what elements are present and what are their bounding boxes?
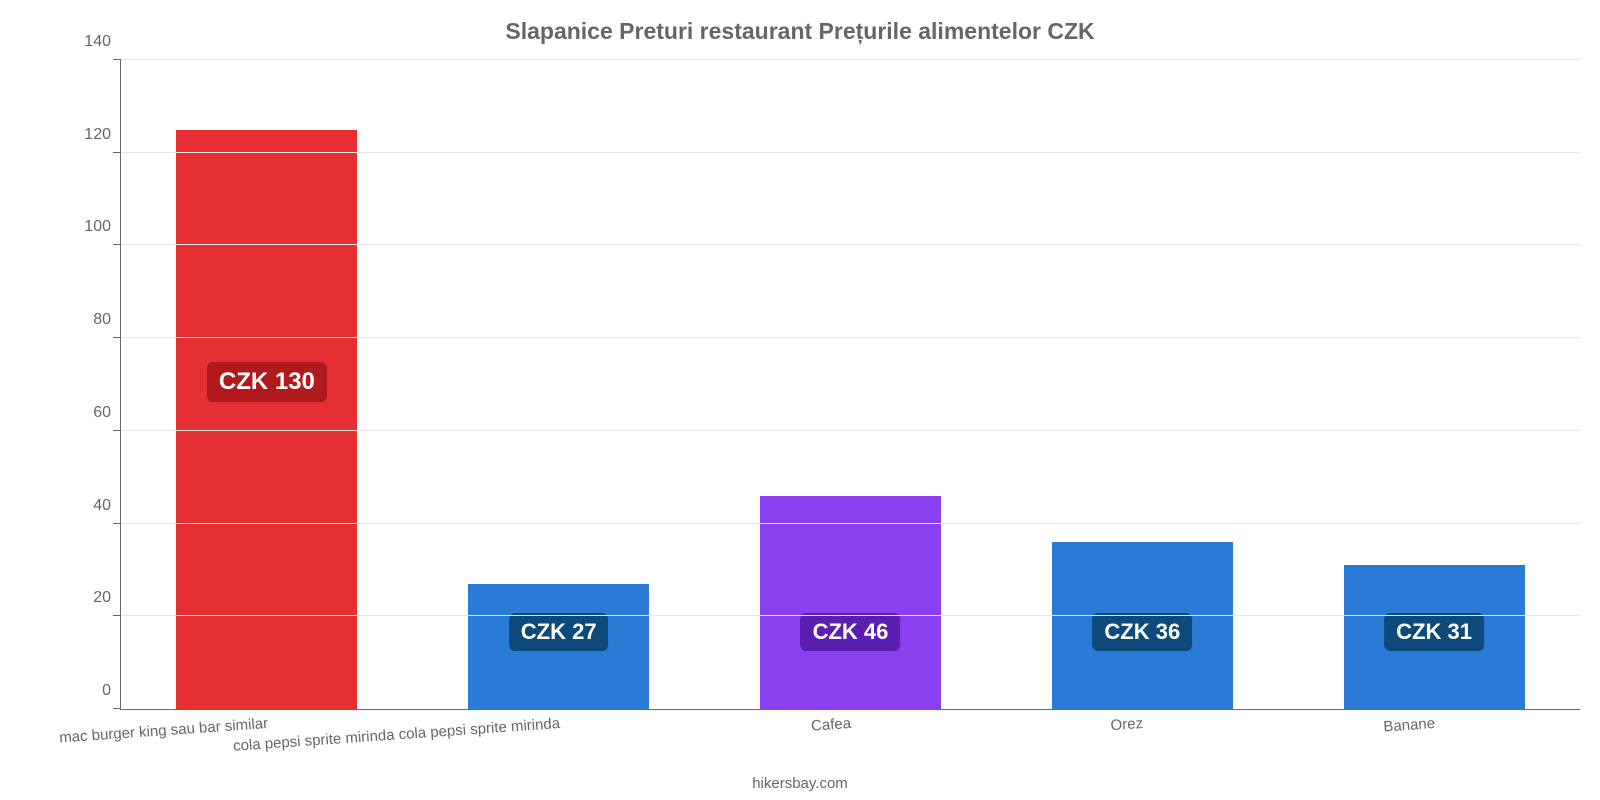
value-label: CZK 36 <box>1092 613 1192 651</box>
bar-slot: CZK 27cola pepsi sprite mirinda cola pep… <box>413 60 705 709</box>
y-tick-mark <box>113 244 121 245</box>
gridline <box>121 152 1580 153</box>
y-tick-label: 0 <box>102 682 121 700</box>
value-label: CZK 46 <box>801 613 901 651</box>
y-tick-mark <box>113 430 121 431</box>
gridline <box>121 244 1580 245</box>
y-tick-label: 80 <box>93 311 121 329</box>
bar-slot: CZK 31Banane <box>1288 60 1580 709</box>
y-tick-mark <box>113 59 121 60</box>
y-tick-mark <box>113 523 121 524</box>
plot-area: CZK 130mac burger king sau bar similarCZ… <box>120 60 1580 710</box>
y-tick-label: 20 <box>93 589 121 607</box>
price-chart: Slapanice Preturi restaurant Prețurile a… <box>0 0 1600 800</box>
bars-layer: CZK 130mac burger king sau bar similarCZ… <box>121 60 1580 709</box>
x-axis-label: cola pepsi sprite mirinda cola pepsi spr… <box>232 709 560 755</box>
gridline <box>121 430 1580 431</box>
y-tick-mark <box>113 152 121 153</box>
y-tick-label: 60 <box>93 404 121 422</box>
bar-slot: CZK 36Orez <box>996 60 1288 709</box>
bar <box>760 496 941 709</box>
y-tick-label: 140 <box>84 33 121 51</box>
x-axis-label: Orez <box>1110 709 1144 734</box>
y-tick-label: 40 <box>93 497 121 515</box>
bar <box>176 130 357 709</box>
gridline <box>121 523 1580 524</box>
x-axis-label: Cafea <box>811 709 853 735</box>
credit-text: hikersbay.com <box>0 775 1600 792</box>
gridline <box>121 615 1580 616</box>
gridline <box>121 337 1580 338</box>
bar-slot: CZK 130mac burger king sau bar similar <box>121 60 413 709</box>
value-label: CZK 31 <box>1384 613 1484 651</box>
gridline <box>121 59 1580 60</box>
value-label: CZK 130 <box>207 362 327 402</box>
chart-title: Slapanice Preturi restaurant Prețurile a… <box>0 18 1600 45</box>
value-label: CZK 27 <box>509 613 609 651</box>
bar-slot: CZK 46Cafea <box>705 60 997 709</box>
y-tick-label: 120 <box>84 126 121 144</box>
y-tick-mark <box>113 708 121 709</box>
y-tick-mark <box>113 337 121 338</box>
y-tick-mark <box>113 615 121 616</box>
y-tick-label: 100 <box>84 218 121 236</box>
x-axis-label: Banane <box>1382 709 1435 736</box>
